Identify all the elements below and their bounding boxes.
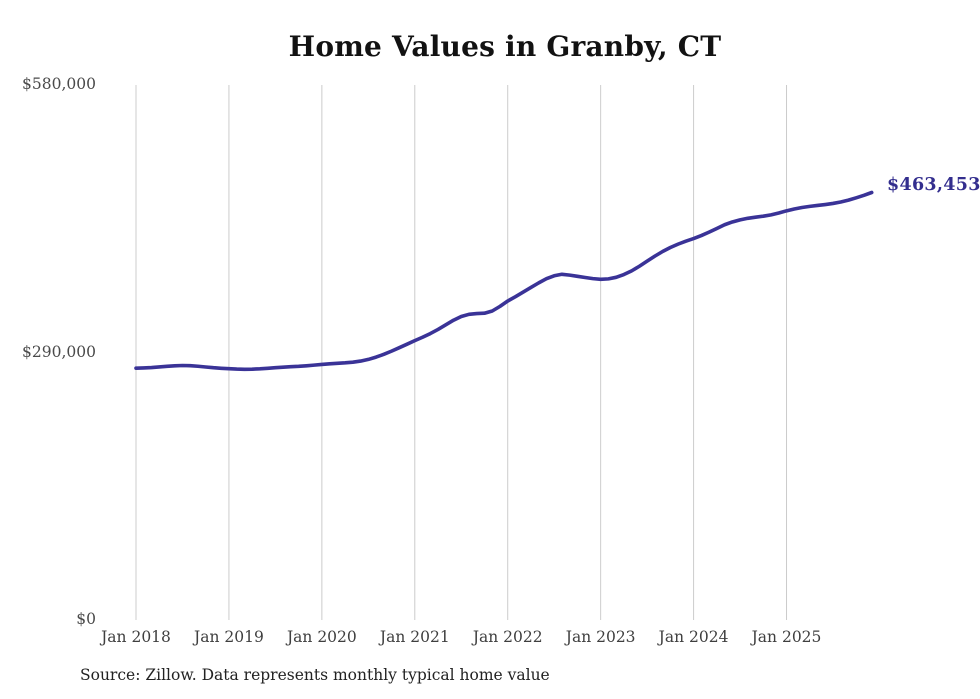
y-tick-label: $0	[76, 610, 96, 628]
x-tick-label: Jan 2024	[658, 628, 729, 646]
chart-title: Home Values in Granby, CT	[288, 30, 722, 63]
x-tick-label: Jan 2020	[286, 628, 357, 646]
x-tick-label: Jan 2018	[101, 628, 171, 646]
y-tick-label: $580,000	[22, 75, 96, 93]
x-tick-label: Jan 2023	[565, 628, 636, 646]
end-value-label: $463,453	[887, 175, 980, 195]
x-tick-label: Jan 2019	[194, 628, 264, 646]
x-tick-label: Jan 2025	[751, 628, 822, 646]
home-value-line	[134, 190, 874, 372]
x-tick-label: Jan 2021	[379, 628, 450, 646]
source-note: Source: Zillow. Data represents monthly …	[80, 666, 550, 684]
y-tick-label: $290,000	[22, 342, 96, 361]
x-tick-label: Jan 2022	[472, 628, 543, 646]
gridline-group	[135, 85, 788, 620]
